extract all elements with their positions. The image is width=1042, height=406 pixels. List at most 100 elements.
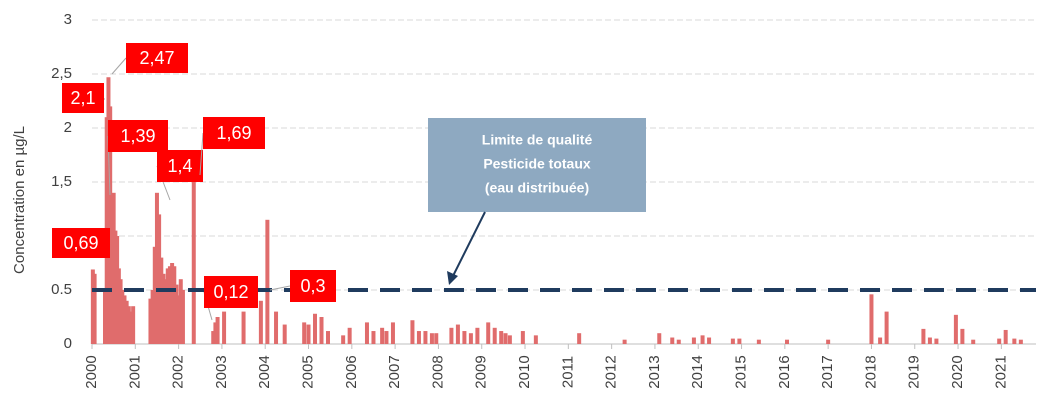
y-tick-label: 1,5	[51, 173, 72, 190]
bar	[423, 331, 428, 344]
annotation-label: 1,39	[120, 126, 155, 146]
bar	[222, 311, 227, 344]
bar	[737, 338, 742, 344]
bar	[434, 333, 439, 344]
bar	[468, 333, 473, 344]
annotation-label: 2,47	[139, 48, 174, 68]
bar	[486, 322, 491, 344]
bar	[159, 257, 164, 344]
bar	[826, 339, 831, 344]
x-tick-label: 2010	[516, 355, 533, 388]
bar	[927, 337, 932, 344]
y-tick-label: 3	[64, 11, 72, 28]
bar	[157, 214, 162, 344]
bar	[282, 324, 287, 344]
bar	[176, 295, 181, 344]
y-tick-label: 2,5	[51, 65, 72, 82]
bar	[274, 311, 279, 344]
bar	[1003, 329, 1008, 344]
y-tick-label: 2	[64, 119, 72, 136]
annotation-box	[157, 150, 203, 182]
annotation-box	[290, 270, 336, 302]
limit-arrowhead	[447, 271, 458, 285]
bar	[462, 331, 467, 344]
bar	[730, 338, 735, 344]
x-tick-label: 2020	[949, 355, 966, 388]
annotation-label: 0,69	[63, 233, 98, 253]
y-tick-label: 0	[64, 335, 72, 352]
annotation-label: 0,3	[300, 276, 325, 296]
limit-box	[428, 118, 646, 212]
annotation-box	[108, 120, 168, 152]
annotation-label: 1,69	[216, 123, 251, 143]
bar	[124, 300, 129, 344]
x-tick-label: 2008	[429, 355, 446, 388]
bar	[390, 322, 395, 344]
bar	[313, 313, 318, 344]
bar	[302, 322, 307, 344]
y-tick-label: 0.5	[51, 281, 72, 298]
bar	[1012, 338, 1017, 344]
bar	[131, 306, 136, 344]
bar	[670, 337, 675, 344]
x-tick-label: 2019	[906, 355, 923, 388]
bar	[380, 327, 385, 344]
bar	[163, 279, 168, 344]
bar	[165, 268, 170, 344]
x-tick-label: 2016	[776, 355, 793, 388]
x-tick-label: 2000	[83, 355, 100, 388]
bar	[178, 279, 183, 344]
annotation-box	[204, 276, 258, 308]
bar	[475, 327, 480, 344]
bar	[150, 290, 155, 344]
bar	[265, 219, 270, 344]
bar	[347, 327, 352, 344]
limit-arrow	[451, 211, 486, 279]
bar	[341, 335, 346, 344]
bar	[174, 284, 179, 344]
bar	[657, 333, 662, 344]
limit-label: Limite de qualité	[482, 132, 593, 148]
bar	[410, 320, 415, 344]
bar	[700, 335, 705, 344]
bar	[180, 290, 185, 344]
bar	[152, 246, 157, 344]
bar	[707, 337, 712, 344]
bar	[167, 266, 172, 344]
bar	[126, 306, 131, 344]
bar	[953, 314, 958, 344]
bar	[503, 333, 508, 344]
annotation-label: 1,4	[167, 156, 192, 176]
bar	[499, 331, 504, 344]
bar	[449, 327, 454, 344]
x-tick-label: 2005	[299, 355, 316, 388]
annotation-leader	[269, 285, 291, 291]
bar	[326, 331, 330, 344]
bar	[676, 339, 681, 344]
bar	[213, 322, 218, 344]
x-tick-label: 2013	[646, 355, 663, 388]
bar	[154, 192, 159, 344]
bar	[878, 337, 883, 344]
x-tick-label: 2012	[603, 355, 620, 388]
bar	[1018, 339, 1023, 344]
bar	[170, 263, 175, 344]
x-tick-label: 2002	[170, 355, 187, 388]
x-tick-label: 2004	[256, 355, 273, 388]
bar	[122, 295, 127, 344]
x-tick-label: 2009	[473, 355, 490, 388]
bar	[884, 311, 889, 344]
annotation-box	[126, 43, 188, 73]
annotation-box	[52, 228, 110, 258]
bar	[161, 273, 166, 344]
x-tick-label: 2003	[213, 355, 230, 388]
bar	[191, 161, 196, 344]
bar	[384, 331, 389, 344]
bar	[869, 294, 874, 344]
bar	[429, 333, 434, 344]
annotation-leader	[111, 57, 127, 75]
x-tick-label: 2001	[126, 355, 143, 388]
bar	[172, 266, 177, 344]
bar	[934, 338, 939, 344]
